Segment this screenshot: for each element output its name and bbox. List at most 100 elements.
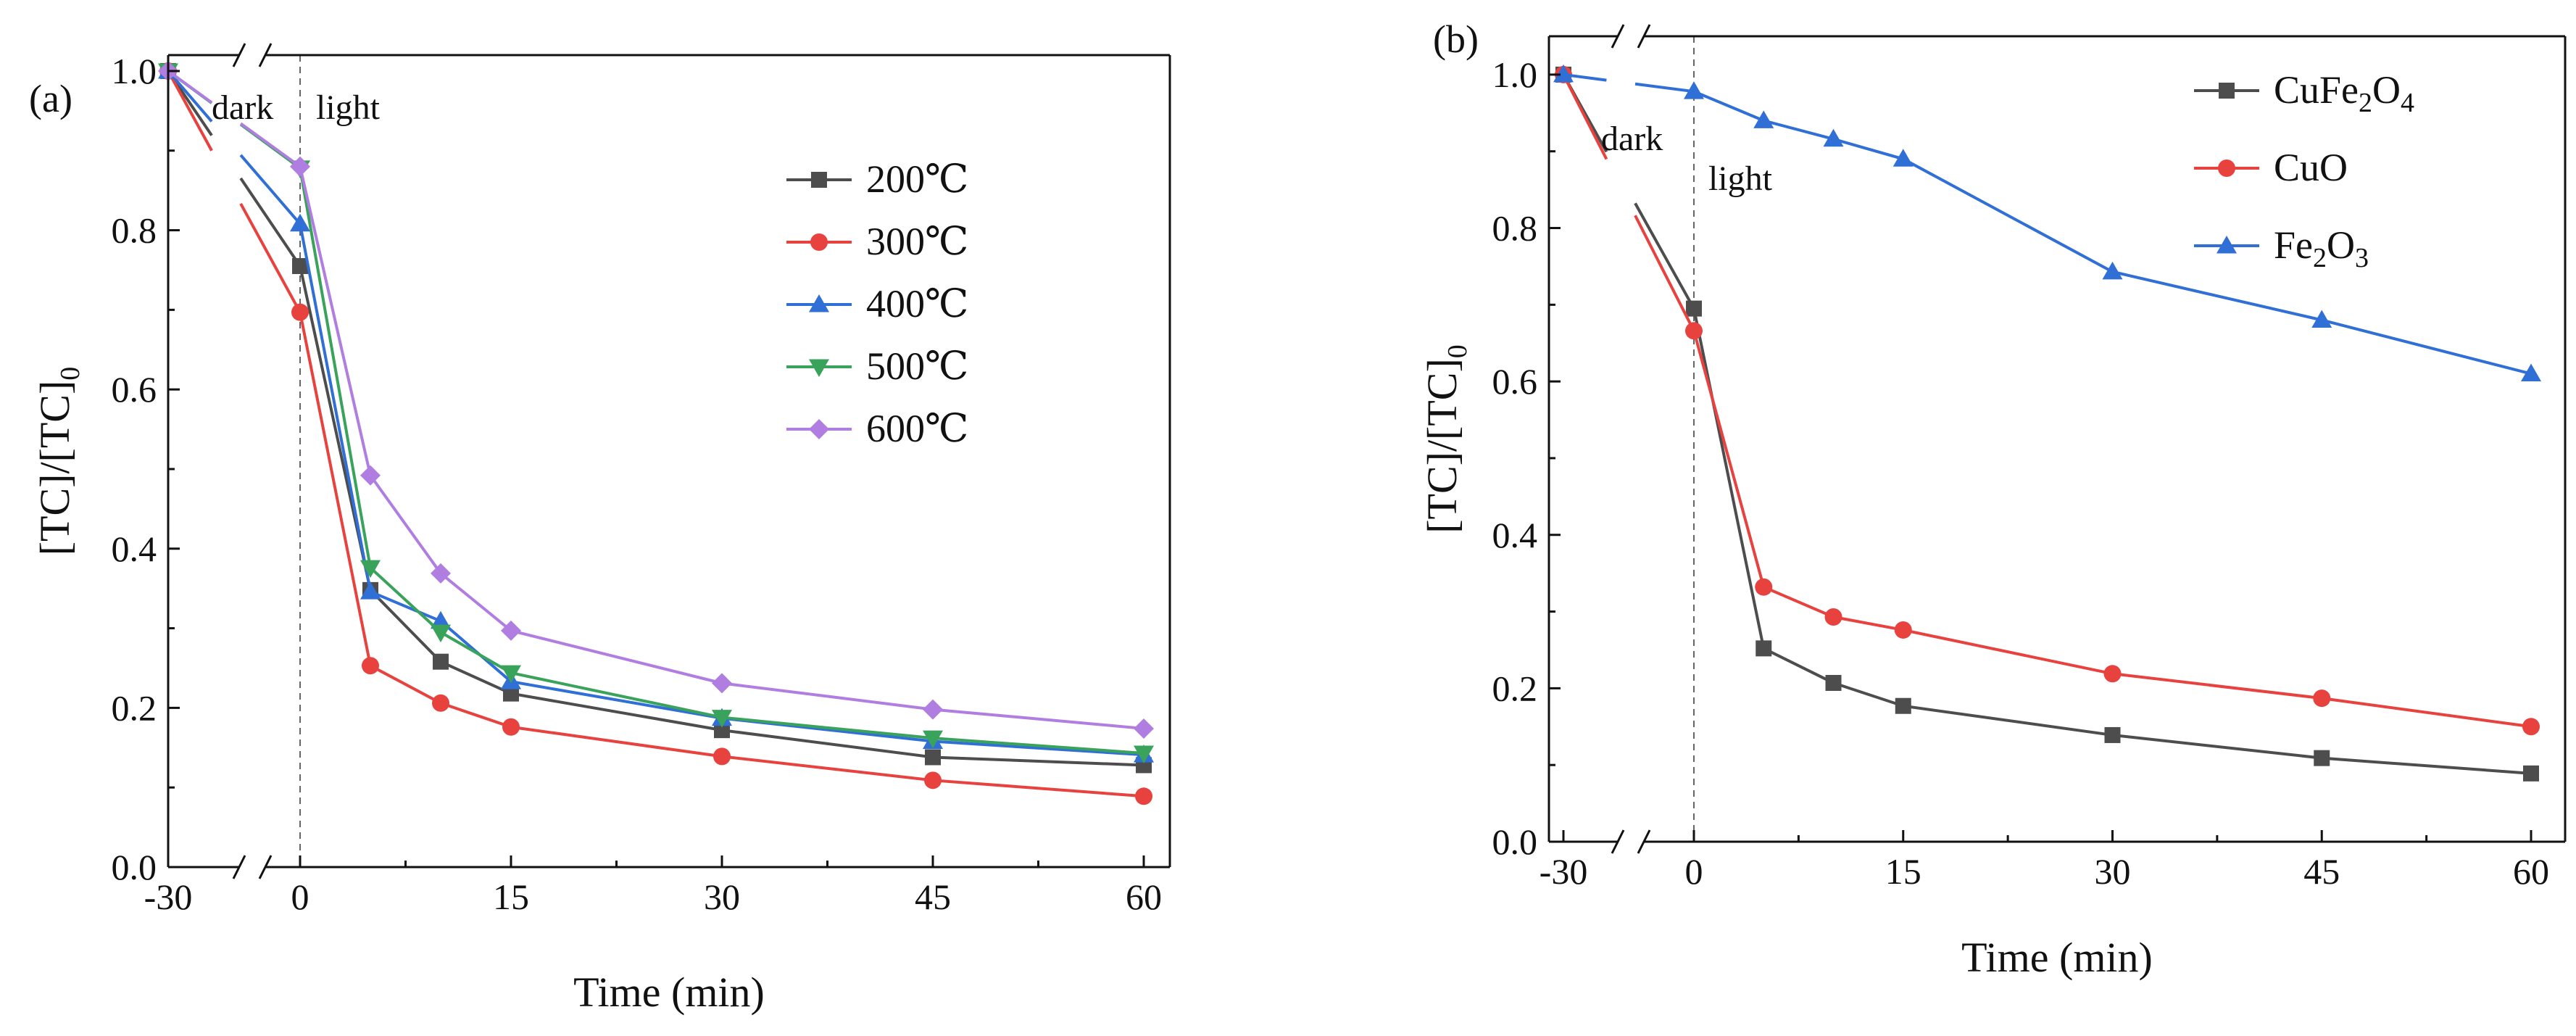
data-point (714, 722, 730, 739)
data-point (1686, 300, 1702, 317)
y-tick-label: 0.4 (112, 529, 157, 569)
data-point (2104, 726, 2121, 743)
data-point (502, 718, 520, 736)
data-point (431, 610, 451, 629)
x-tick-label: 30 (2095, 851, 2131, 892)
data-point (2521, 363, 2541, 382)
axis-break-mark (232, 43, 246, 67)
y-axis-label-main: [TC]/[TC] (1418, 358, 1466, 534)
legend-label: 300℃ (866, 220, 968, 263)
x-axis-label: Time (min) (573, 969, 765, 1016)
axis-break-mark (1611, 829, 1625, 854)
axis-break-mark (1637, 829, 1651, 854)
y-tick-label: 0.6 (112, 369, 157, 410)
series-line-dark-end (1634, 215, 1695, 332)
data-point (923, 730, 943, 749)
series-line-dark-end (239, 177, 302, 268)
data-point (2523, 765, 2539, 782)
data-point (433, 653, 449, 670)
data-point (1134, 718, 1154, 739)
legend-marker (2219, 83, 2235, 99)
legend-label-part: CuFe (2274, 68, 2359, 112)
data-point (362, 657, 379, 675)
data-point (1753, 110, 1774, 128)
legend-marker (2218, 159, 2235, 177)
data-point (2522, 718, 2540, 736)
data-point (291, 303, 309, 321)
series-line-dark-end (239, 122, 302, 168)
data-point (1553, 64, 1574, 83)
series-1 (159, 62, 1152, 805)
series-line-dark-end (239, 202, 302, 313)
legend-marker (809, 359, 829, 377)
data-point (360, 581, 381, 600)
legend-marker (810, 233, 828, 251)
data-point (2103, 665, 2122, 683)
y-tick-label: 0.2 (1492, 668, 1538, 708)
y-tick-label: 0.2 (112, 687, 157, 728)
series-line (1693, 90, 2532, 376)
annotation-light: light (316, 88, 381, 127)
y-tick-label: 0.0 (112, 847, 157, 887)
data-point (924, 771, 942, 790)
x-tick-label: 0 (1685, 851, 1703, 892)
axis-break-mark (258, 43, 273, 67)
data-point (1823, 128, 1844, 147)
data-point (360, 465, 381, 486)
data-point (2314, 750, 2330, 766)
annotation-light: light (1708, 159, 1773, 198)
data-point (2102, 261, 2123, 280)
x-tick-label: 0 (291, 877, 309, 917)
data-point (292, 257, 308, 274)
legend-label: Fe2O3 (2274, 223, 2369, 273)
x-tick-label: 60 (1126, 877, 1162, 917)
legend-label: 200℃ (866, 157, 968, 201)
y-axis-label: [TC]/[TC]0 (1418, 344, 1473, 534)
axis-break-mark (258, 855, 273, 879)
data-point (431, 563, 451, 584)
data-point (1825, 674, 1842, 691)
x-tick-label: 60 (2513, 851, 2549, 892)
data-point (1824, 608, 1842, 626)
data-point (1684, 81, 1704, 99)
data-point (1135, 787, 1152, 805)
legend-label: 600℃ (866, 407, 968, 450)
data-point (1755, 578, 1773, 596)
data-point (2311, 310, 2332, 328)
legend-label-part: CuO (2274, 146, 2348, 189)
legend-label-part: O (2372, 68, 2401, 112)
legend-label-part: 3 (2355, 243, 2369, 273)
panel-label: (b) (1433, 17, 1479, 61)
data-point (290, 213, 310, 232)
data-point (1894, 621, 1912, 639)
y-axis-label-sub: 0 (1442, 344, 1473, 358)
data-point (712, 710, 732, 728)
data-point (501, 665, 521, 684)
y-tick-label: 0.8 (112, 210, 157, 251)
annotation-dark: dark (212, 88, 273, 127)
data-point (501, 620, 521, 641)
x-tick-label: -30 (144, 877, 193, 917)
series-line-dark-start (167, 70, 213, 104)
legend-marker (811, 172, 827, 188)
data-point (1756, 640, 1772, 657)
legend-label-part: Fe (2274, 223, 2313, 267)
data-point (432, 694, 449, 712)
x-tick-label: 15 (493, 877, 529, 917)
series-line (299, 166, 1144, 730)
series-2 (1553, 64, 2541, 382)
series-1 (1555, 65, 2540, 736)
data-point (431, 624, 451, 643)
x-tick-label: 45 (915, 877, 951, 917)
data-point (503, 685, 519, 702)
series-line-dark-end (1634, 202, 1695, 310)
annotation-dark: dark (1601, 120, 1663, 158)
legend-label: 500℃ (866, 344, 968, 388)
y-tick-label: 0.6 (1492, 361, 1538, 402)
series-line-dark-start (1562, 73, 1608, 160)
series-line-dark-start (167, 70, 213, 123)
y-axis-label: [TC]/[TC]0 (31, 367, 86, 556)
axis-break-mark (1611, 24, 1625, 49)
